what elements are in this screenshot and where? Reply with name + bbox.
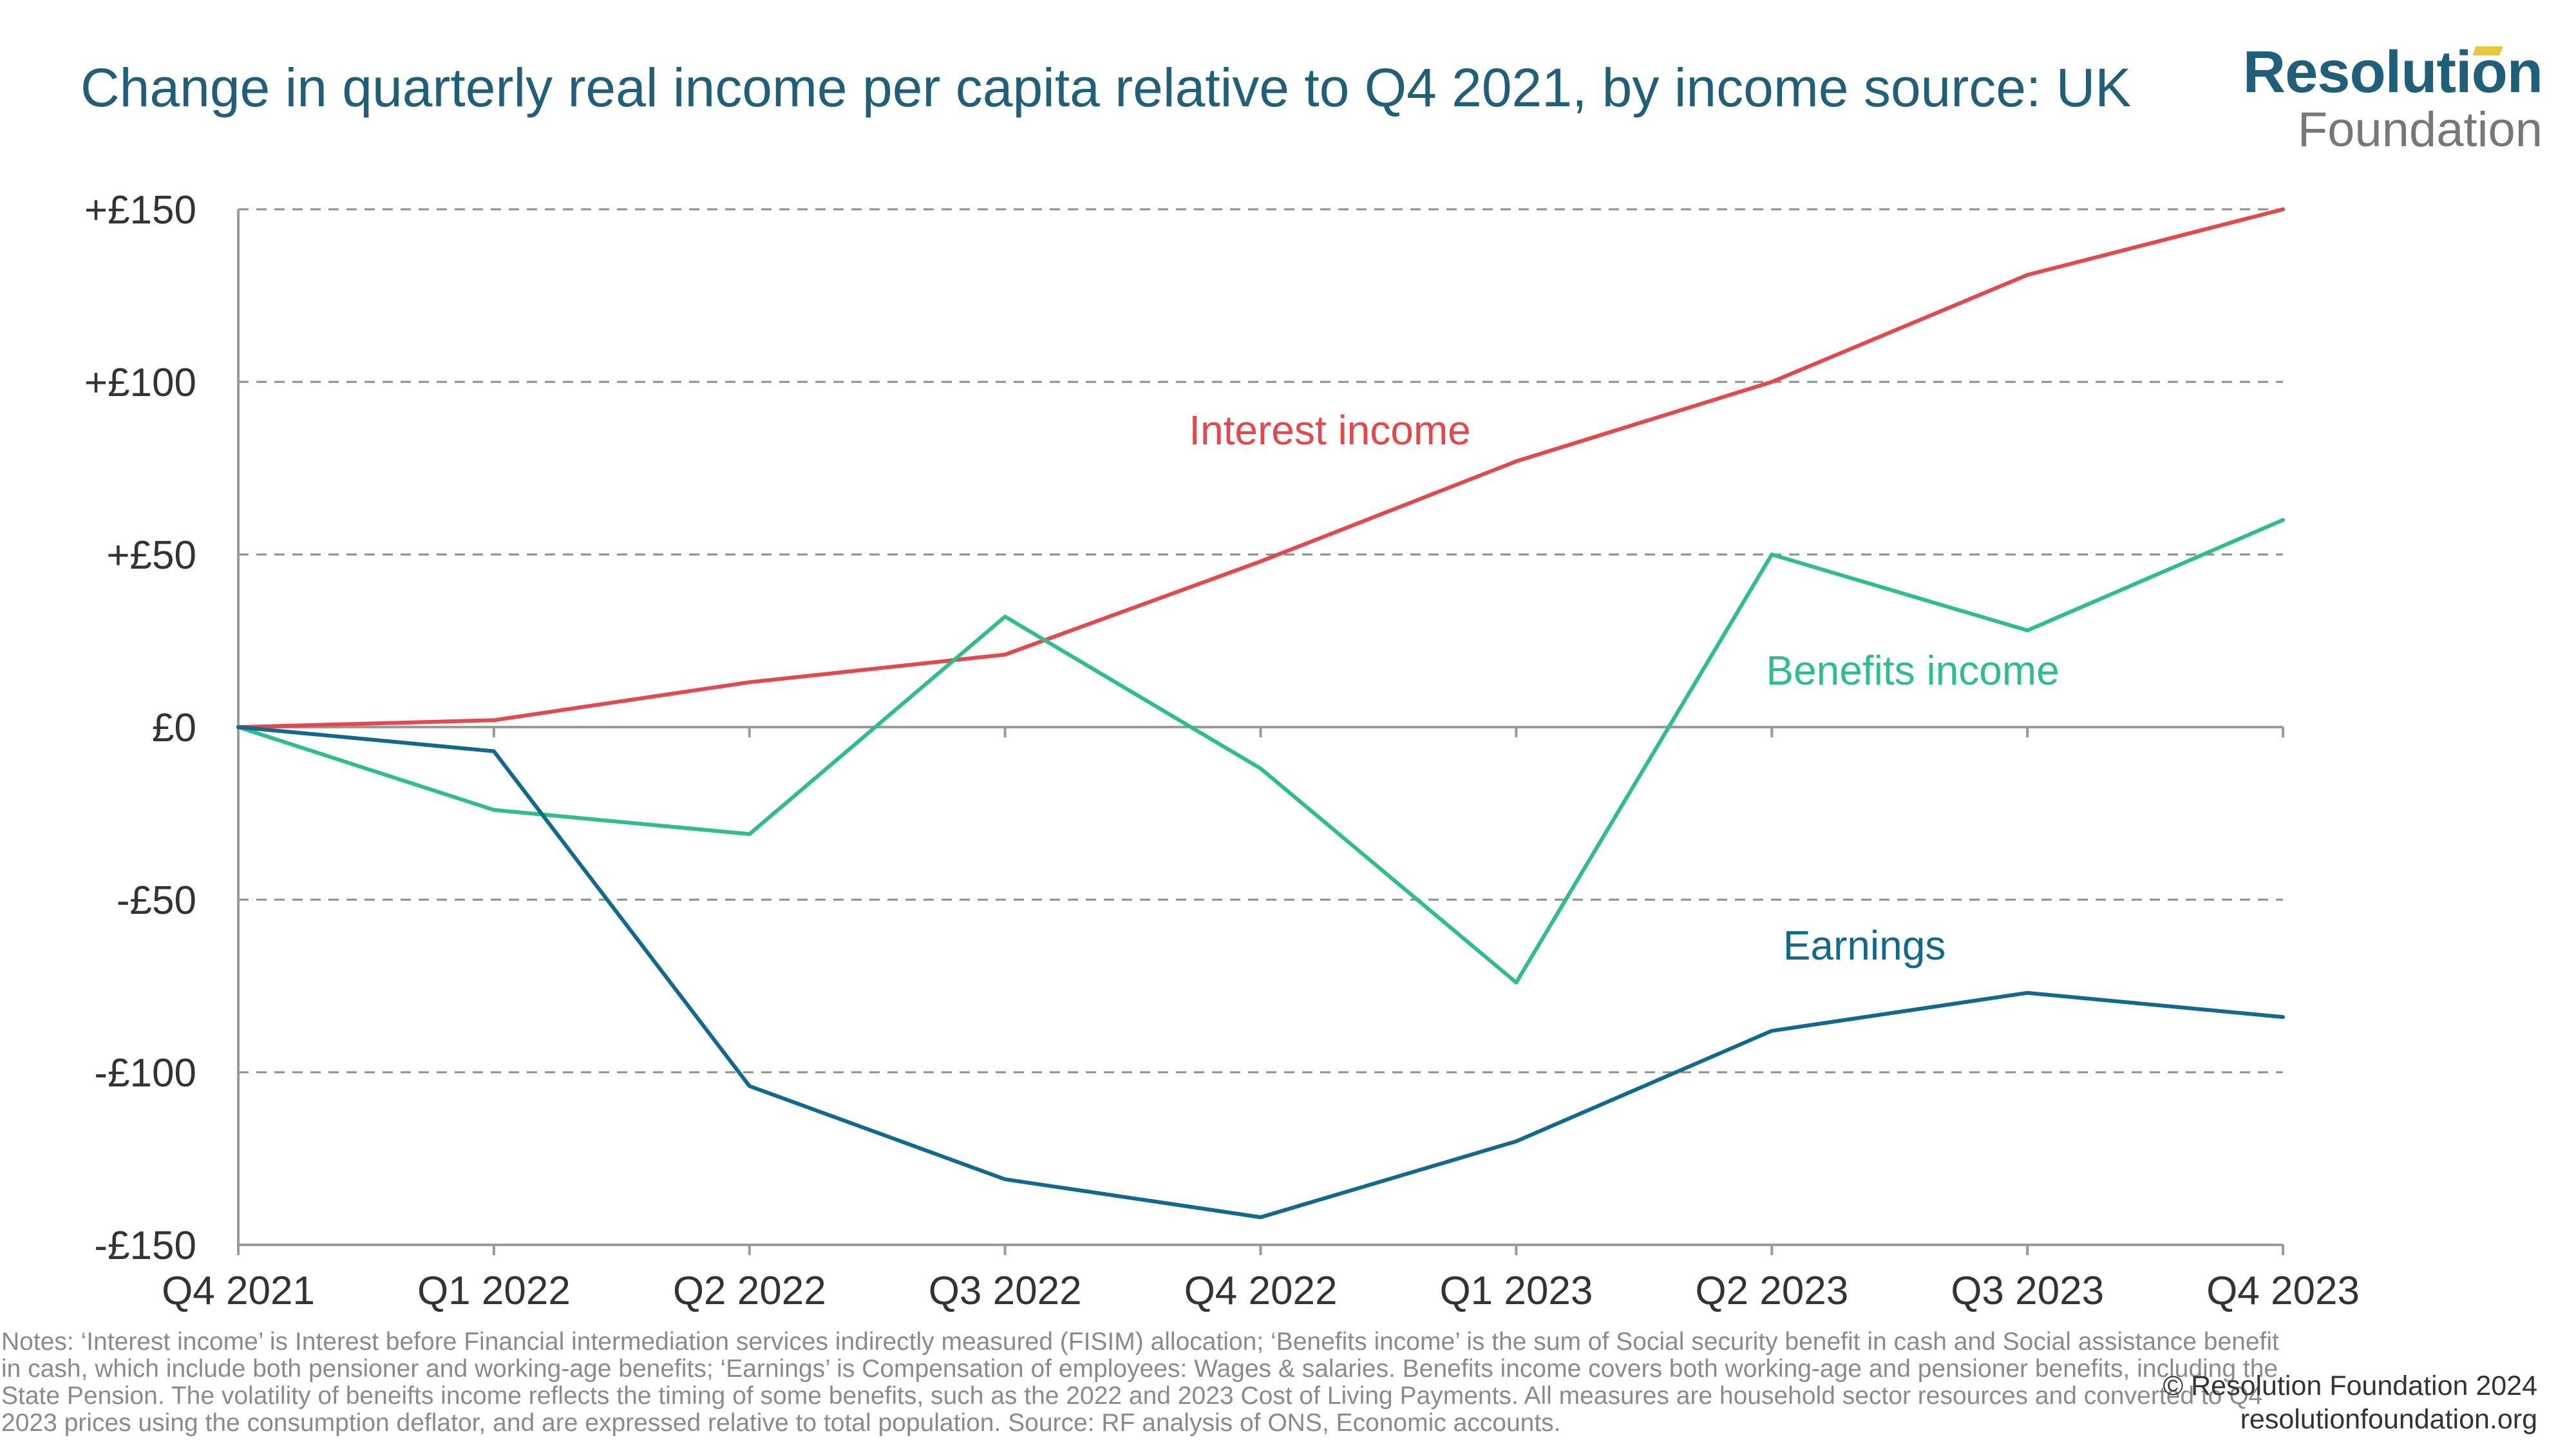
series-lines — [236, 207, 2285, 1220]
y-tick-label: +£150 — [84, 188, 196, 232]
series-line-earnings — [236, 725, 2285, 1220]
copyright-block: © Resolution Foundation 2024 resolutionf… — [2163, 1369, 2537, 1436]
y-axis-tick-labels: +£150 +£100 +£50 £0 -£50 -£100 -£150 — [84, 188, 196, 1268]
logo-wordmark-bottom: Foundation — [2297, 102, 2543, 157]
chart-notes: Notes: ‘Interest income’ is Interest bef… — [1, 1328, 2279, 1437]
x-tick-label: Q2 2023 — [1695, 1269, 1848, 1313]
y-tick-label: +£100 — [84, 361, 196, 405]
series-label-earnings: Earnings — [1783, 922, 1946, 969]
series-line-benefits-income — [236, 518, 2285, 985]
x-tick-label: Q3 2023 — [1951, 1269, 2104, 1313]
series-line-interest-income — [236, 207, 2285, 729]
x-tick-label: Q4 2022 — [1184, 1269, 1338, 1313]
y-tick-label: £0 — [152, 706, 196, 750]
y-tick-label: +£50 — [106, 533, 196, 578]
x-tick-label: Q3 2022 — [929, 1269, 1082, 1313]
website-line: resolutionfoundation.org — [2240, 1404, 2537, 1435]
x-tick-label: Q2 2022 — [673, 1269, 826, 1313]
x-axis-tick-labels: Q4 2021 Q1 2022 Q2 2022 Q3 2022 Q4 2022 Q1 20… — [162, 1269, 2360, 1313]
x-tick-label: Q4 2021 — [162, 1269, 315, 1313]
x-tick-label: Q4 2023 — [2206, 1269, 2360, 1313]
chart-title: Change in quarterly real income per capi… — [80, 57, 2132, 118]
y-tick-label: -£150 — [94, 1224, 196, 1268]
y-tick-label: -£50 — [117, 878, 196, 923]
axes — [237, 209, 2284, 1255]
y-tick-label: -£100 — [94, 1051, 196, 1095]
resolution-foundation-logo: Resolution Foundation — [2243, 43, 2543, 155]
copyright-line: © Resolution Foundation 2024 — [2163, 1370, 2537, 1401]
series-label-interest-income: Interest income — [1189, 407, 1471, 453]
x-tick-label: Q1 2022 — [417, 1269, 571, 1313]
series-label-benefits-income: Benefits income — [1766, 647, 2059, 694]
x-tick-label: Q1 2023 — [1439, 1269, 1593, 1313]
series-labels: Interest income Benefits income Earnings — [1189, 407, 2059, 969]
